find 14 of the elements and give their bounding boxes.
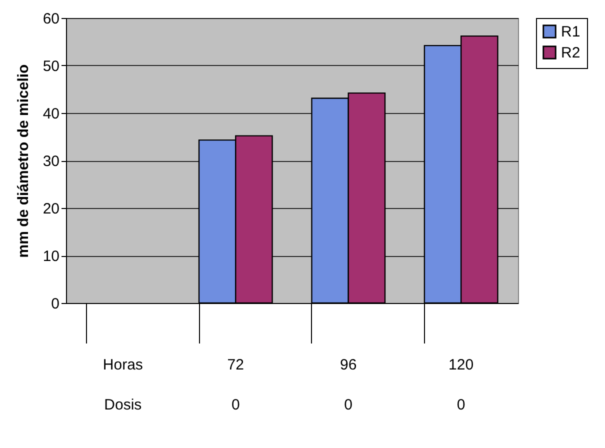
y-tick-label: 10 [42,248,60,265]
category-label: Horas Dosis [102,356,143,414]
y-tick-label: 60 [42,10,60,28]
category-label: 96 0 [340,356,357,414]
y-tick-label: 0 [51,296,60,312]
legend-label: R2 [561,44,580,62]
y-tick-label: 40 [42,106,60,122]
category-label: 72 0 [227,356,244,414]
y-tick-label: 30 [42,153,60,170]
category-label: 120 0 [448,356,474,414]
y-tick-label: 50 [42,58,60,75]
legend-label: R1 [561,24,580,40]
y-axis-title: mm de diámetro de micelio [14,64,32,258]
y-tick-label: 20 [42,200,60,218]
